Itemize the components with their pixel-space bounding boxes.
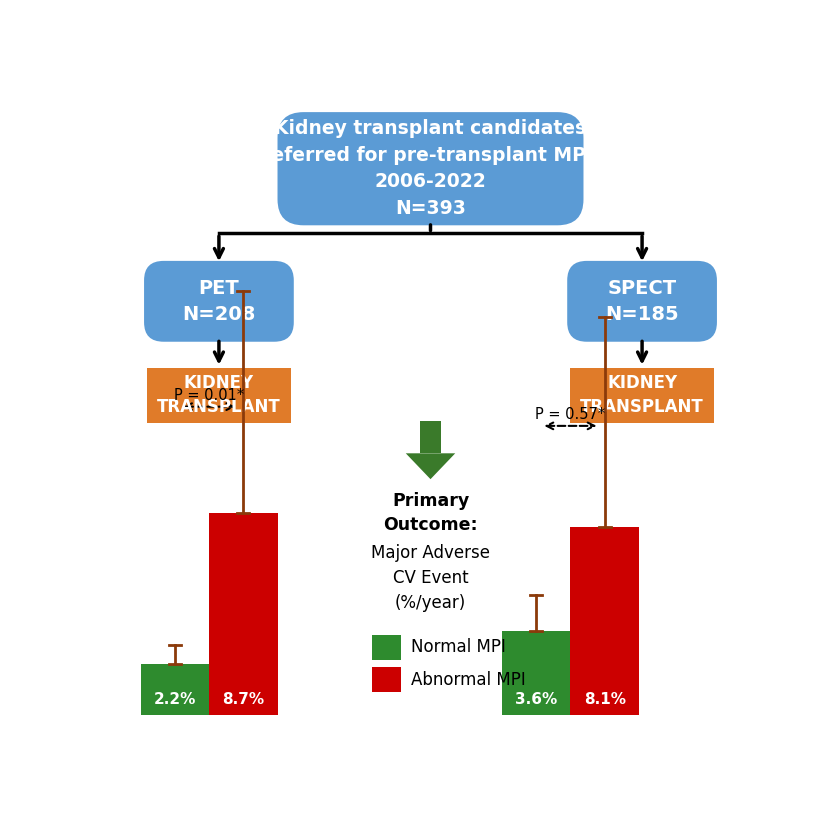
Bar — [147, 368, 291, 423]
Text: 8.1%: 8.1% — [584, 692, 626, 707]
Polygon shape — [406, 454, 455, 479]
Bar — [502, 632, 570, 715]
Bar — [570, 527, 638, 715]
Bar — [141, 664, 209, 715]
Bar — [372, 668, 402, 692]
Bar — [372, 635, 402, 659]
Text: 3.6%: 3.6% — [515, 692, 558, 707]
Text: Kidney transplant candidates
referred for pre-transplant MPI,
2006-2022
N=393: Kidney transplant candidates referred fo… — [261, 119, 600, 218]
Text: P = 0.01*: P = 0.01* — [174, 387, 244, 402]
Text: KIDNEY
TRANSPLANT: KIDNEY TRANSPLANT — [157, 375, 281, 416]
Text: P = 0.57*: P = 0.57* — [535, 407, 606, 422]
Text: 2.2%: 2.2% — [154, 692, 197, 707]
Text: Major Adverse
CV Event
(%/year): Major Adverse CV Event (%/year) — [371, 543, 490, 612]
Text: Normal MPI: Normal MPI — [411, 638, 506, 656]
Text: 8.7%: 8.7% — [223, 692, 265, 707]
FancyBboxPatch shape — [277, 112, 584, 225]
Text: Abnormal MPI: Abnormal MPI — [411, 670, 526, 689]
Text: Primary
Outcome:: Primary Outcome: — [383, 492, 478, 533]
FancyBboxPatch shape — [144, 261, 294, 342]
Bar — [209, 512, 277, 715]
FancyBboxPatch shape — [567, 261, 717, 342]
Text: KIDNEY
TRANSPLANT: KIDNEY TRANSPLANT — [580, 375, 704, 416]
Bar — [570, 368, 714, 423]
Bar — [420, 421, 441, 454]
Text: SPECT
N=185: SPECT N=185 — [606, 279, 679, 324]
Text: PET
N=208: PET N=208 — [182, 279, 255, 324]
